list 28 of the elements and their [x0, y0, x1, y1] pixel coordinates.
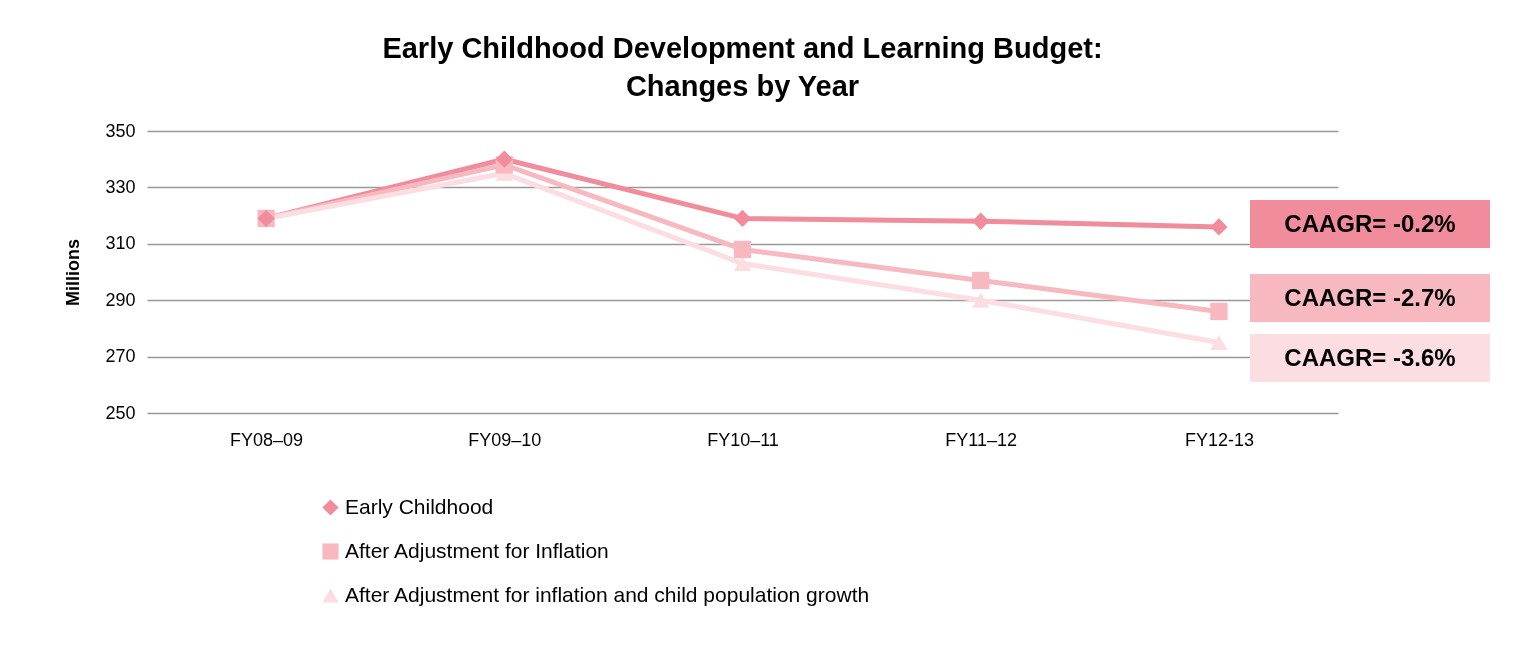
point [1210, 218, 1228, 236]
legend-label: After Adjustment for inflation and child population growth [345, 582, 870, 606]
label-box: CAAGR= -2.7% [1250, 274, 1490, 322]
point [733, 256, 752, 272]
point [1210, 302, 1228, 321]
x-tick-label: FY09–10 [468, 429, 542, 450]
y-tick-label: 270 [105, 346, 136, 367]
x-tick-label: FY10–11 [707, 429, 779, 450]
y-tick-label: 330 [105, 176, 136, 197]
point [972, 292, 990, 308]
x-tick-label: FY08–09 [230, 429, 304, 450]
point [733, 240, 752, 259]
point [972, 271, 990, 290]
x-tick-label: FY12-13 [1184, 429, 1254, 450]
y-tick-label: 350 [105, 120, 136, 141]
y-tick-label: 250 [105, 402, 136, 423]
chart-title: Early Childhood Development and Learning Budget: Changes by Year [382, 32, 1103, 102]
legend-label: Early Childhood [345, 494, 494, 518]
y-tick-label: 310 [105, 233, 136, 254]
point [1210, 335, 1228, 350]
point [495, 150, 513, 168]
x-tick-label: FY11–12 [945, 429, 1018, 450]
y-tick-label: 290 [105, 289, 136, 310]
label-box: CAAGR= -3.6% [1250, 334, 1490, 382]
legend-label: After Adjustment for Inflation [345, 538, 609, 562]
label-box: CAAGR= -0.2% [1250, 200, 1490, 248]
y-axis-title: Millions [63, 239, 84, 306]
point [733, 209, 752, 228]
